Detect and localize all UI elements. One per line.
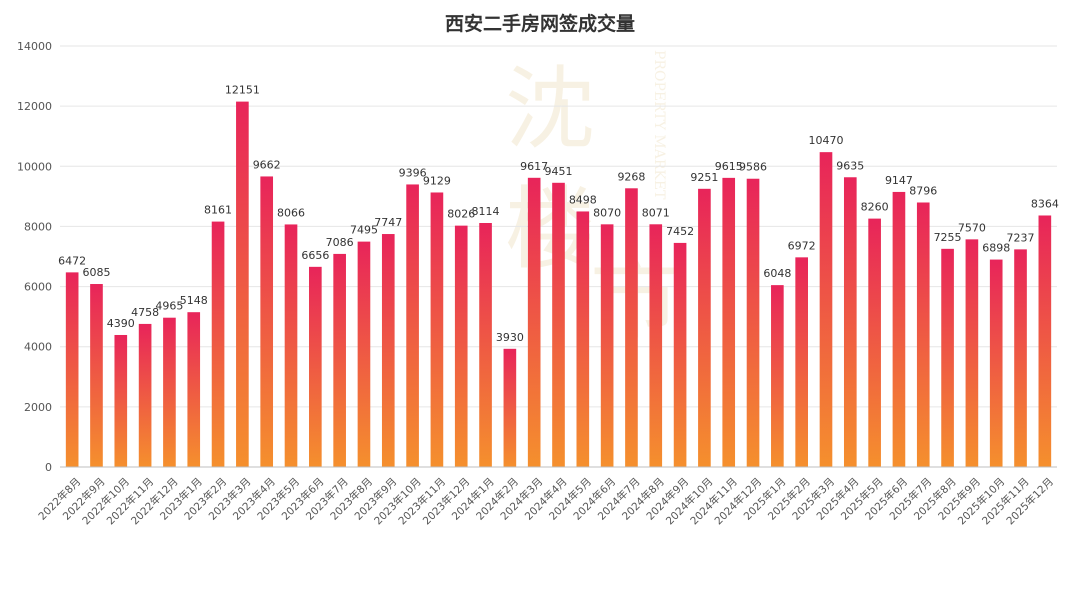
bar [503, 348, 517, 467]
data-label: 9396 [399, 166, 427, 179]
bar [892, 191, 906, 467]
bar [771, 285, 784, 467]
bar [698, 188, 711, 468]
bar [114, 334, 128, 467]
bar [746, 178, 760, 467]
data-label: 7747 [374, 216, 402, 229]
bar [187, 312, 201, 467]
bar [430, 192, 444, 467]
data-label: 12151 [225, 84, 260, 97]
data-label: 4965 [155, 300, 183, 313]
bar [260, 176, 274, 467]
watermark-side-text: PROPERTY MARKET [651, 50, 667, 200]
bar [138, 323, 152, 467]
bar [211, 221, 225, 467]
data-label: 9615 [715, 160, 743, 173]
bars [65, 101, 1052, 468]
data-label: 7237 [1007, 231, 1035, 244]
bar [649, 224, 663, 467]
data-label: 9617 [520, 160, 548, 173]
data-label: 9586 [739, 161, 767, 174]
bar [552, 182, 565, 467]
data-label: 6972 [788, 239, 816, 252]
bar [90, 284, 103, 467]
data-label: 7570 [958, 221, 986, 234]
bar [357, 241, 371, 467]
y-tick-label: 6000 [24, 281, 52, 294]
data-label: 5148 [180, 294, 208, 307]
bar [163, 317, 176, 467]
data-label: 8260 [861, 201, 889, 214]
bar [576, 211, 590, 467]
data-label: 9635 [836, 159, 864, 172]
bar [941, 248, 954, 467]
bar [381, 234, 395, 467]
x-axis-ticks: 2022年8月2022年9月2022年10月2022年11月2022年12月20… [36, 475, 1056, 527]
data-label: 7452 [666, 225, 694, 238]
bar [1014, 249, 1027, 467]
data-label: 9129 [423, 174, 451, 187]
bar [479, 223, 492, 467]
y-tick-label: 2000 [24, 401, 52, 414]
y-tick-label: 8000 [24, 220, 52, 233]
bar [722, 177, 736, 467]
data-label: 6085 [82, 266, 110, 279]
y-tick-label: 12000 [17, 100, 52, 113]
y-tick-label: 14000 [17, 40, 52, 53]
bar [916, 202, 930, 468]
bar [1038, 215, 1052, 467]
bar [284, 224, 298, 467]
bar [868, 218, 881, 467]
data-label: 8796 [909, 184, 937, 197]
data-label: 7255 [934, 231, 962, 244]
bar [65, 272, 79, 467]
data-label: 8161 [204, 204, 232, 217]
bar [795, 257, 808, 467]
bar [333, 253, 346, 467]
bar [600, 224, 614, 467]
y-tick-label: 10000 [17, 160, 52, 173]
data-label: 9268 [617, 170, 645, 183]
bar [527, 177, 541, 467]
bar [819, 152, 833, 467]
data-label: 6656 [301, 249, 329, 262]
y-tick-label: 0 [45, 461, 52, 474]
data-label: 3930 [496, 331, 524, 344]
bar [625, 188, 638, 467]
data-label: 6472 [58, 254, 86, 267]
bar [406, 184, 419, 467]
bar [309, 266, 322, 467]
watermark-char-1: 沈 [505, 57, 595, 162]
data-label: 9451 [545, 165, 573, 178]
bar [236, 101, 249, 467]
data-label: 8498 [569, 193, 597, 206]
bar [843, 177, 857, 467]
y-tick-label: 4000 [24, 341, 52, 354]
y-axis-ticks: 0 2000 4000 6000 8000 10000 12000 14000 [17, 40, 52, 474]
data-label: 7495 [350, 224, 378, 237]
data-label: 8070 [593, 206, 621, 219]
data-label: 10470 [808, 134, 843, 147]
bar [965, 239, 979, 467]
chart-title: 西安二手房网签成交量 [445, 12, 635, 35]
data-label: 8114 [472, 205, 500, 218]
data-label: 9662 [253, 158, 281, 171]
data-label: 8071 [642, 206, 670, 219]
data-label: 6898 [982, 242, 1010, 255]
data-label: 9147 [885, 174, 913, 187]
data-label: 9251 [690, 171, 718, 184]
data-label: 7086 [326, 236, 354, 249]
data-label: 8026 [447, 208, 475, 221]
bar [673, 242, 687, 467]
bar [454, 225, 468, 467]
bar [989, 259, 1003, 467]
data-label: 4758 [131, 306, 159, 319]
data-label: 6048 [763, 267, 791, 280]
data-label: 8364 [1031, 197, 1059, 210]
data-label: 8066 [277, 206, 305, 219]
data-label: 4390 [107, 317, 135, 330]
